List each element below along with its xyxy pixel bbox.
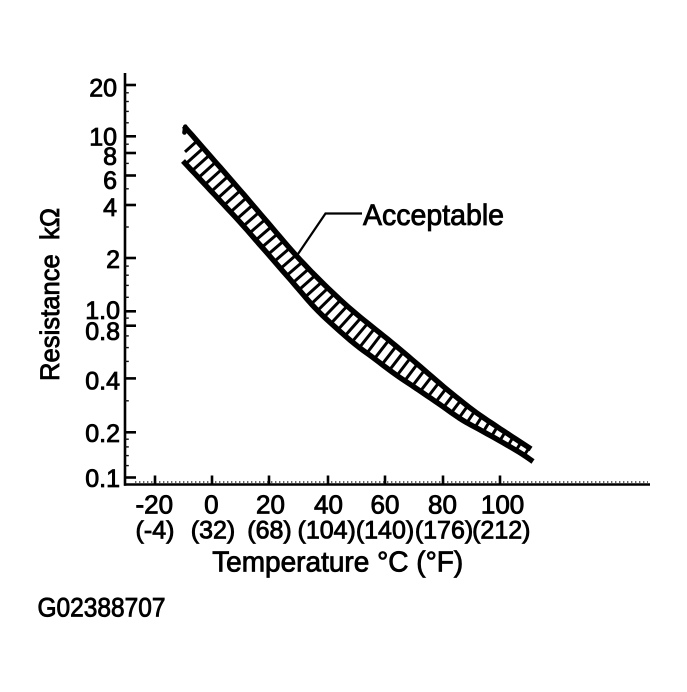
svg-text:60: 60 — [371, 490, 400, 520]
svg-text:(176): (176) — [415, 516, 473, 544]
svg-text:4: 4 — [103, 194, 117, 222]
svg-text:(32): (32) — [191, 516, 235, 544]
svg-text:Acceptable: Acceptable — [363, 199, 504, 232]
svg-text:1.0: 1.0 — [85, 297, 120, 325]
svg-text:0.2: 0.2 — [85, 420, 120, 448]
svg-text:(-4): (-4) — [136, 516, 175, 544]
svg-text:10: 10 — [89, 124, 117, 152]
svg-text:(68): (68) — [247, 516, 291, 544]
svg-text:6: 6 — [103, 167, 117, 195]
svg-text:(104): (104) — [298, 516, 356, 544]
svg-text:0.8: 0.8 — [85, 318, 120, 346]
svg-text:G02388707: G02388707 — [38, 593, 166, 623]
svg-text:(140): (140) — [356, 516, 414, 544]
svg-text:Resistance kΩ: Resistance kΩ — [35, 208, 65, 381]
svg-text:80: 80 — [428, 490, 457, 520]
svg-text:20: 20 — [89, 75, 117, 103]
svg-text:Temperature °C (°F): Temperature °C (°F) — [212, 547, 463, 579]
svg-text:100: 100 — [481, 490, 524, 520]
svg-text:(212): (212) — [472, 516, 530, 544]
svg-text:2: 2 — [106, 246, 120, 274]
svg-text:-20: -20 — [136, 490, 174, 520]
svg-text:40: 40 — [314, 490, 343, 520]
svg-text:0: 0 — [204, 490, 218, 520]
svg-text:20: 20 — [256, 490, 285, 520]
svg-text:0.1: 0.1 — [85, 465, 120, 493]
svg-text:0.4: 0.4 — [85, 367, 120, 395]
svg-text:8: 8 — [103, 143, 117, 171]
